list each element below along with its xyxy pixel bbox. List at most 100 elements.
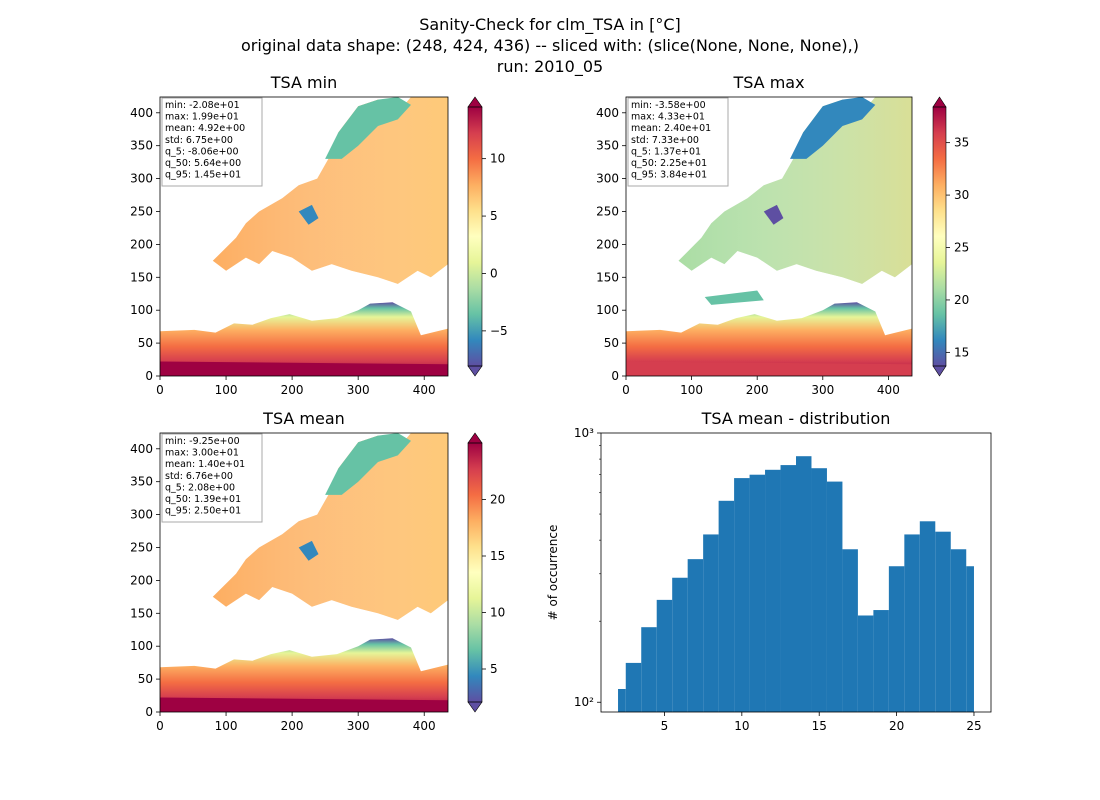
panel-title: TSA mean - distribution — [701, 409, 891, 428]
north-africa-land — [626, 302, 912, 376]
colorbar-tick-label: 5 — [490, 209, 498, 223]
stats-line: min: -3.58e+00 — [631, 100, 706, 111]
y-tick-label: 0 — [611, 369, 619, 383]
alps-region — [763, 204, 784, 225]
stats-box — [161, 433, 263, 523]
x-tick-label: 300 — [347, 719, 370, 733]
axes-frame — [625, 96, 913, 377]
stats-line: max: 4.33e+01 — [631, 112, 705, 123]
histogram-bar — [826, 481, 843, 712]
y-tick-label: 10² — [574, 695, 594, 709]
x-tick-label: 400 — [413, 719, 436, 733]
sahara-south — [160, 697, 448, 712]
colorbar-tick-label: 25 — [954, 241, 969, 255]
colorbar-tick-label: 30 — [954, 188, 969, 202]
stats-line: min: -2.08e+01 — [165, 100, 240, 111]
map-raster — [160, 97, 448, 376]
histogram-panel: TSA mean - distribution 5 10 15 20 25 10² 10³ # … — [546, 409, 992, 733]
axes-frame — [159, 432, 449, 713]
histogram-bar — [904, 534, 920, 712]
histogram-bar — [734, 478, 750, 712]
x-tick-label: 200 — [281, 719, 304, 733]
y-tick-label: 0 — [145, 369, 153, 383]
colorbar-tick-label: 0 — [490, 266, 498, 280]
colorbar-tick-label: 10 — [490, 152, 505, 166]
north-africa-land — [160, 638, 448, 712]
sahara-south — [160, 361, 448, 376]
colorbar-extend-top — [467, 432, 483, 444]
y-tick-label: 350 — [596, 139, 619, 153]
stats-line: mean: 2.40e+01 — [631, 123, 711, 134]
stats-line: std: 6.75e+00 — [165, 135, 233, 146]
x-tick-label: 200 — [746, 383, 769, 397]
scandinavia-land — [325, 97, 411, 159]
y-tick-label: 10³ — [574, 426, 594, 440]
colorbar: 5 10 15 20 — [467, 432, 505, 713]
colorbar: −5 0 5 10 — [467, 96, 508, 377]
colorbar-tick-label: 20 — [954, 293, 969, 307]
colorbar-frame — [932, 106, 947, 367]
colorbar-tick-label: 35 — [954, 136, 969, 150]
histogram-bar — [842, 549, 858, 712]
y-tick-label: 50 — [604, 336, 619, 350]
histogram-bar — [718, 500, 735, 712]
colorbar-tick-label: 20 — [490, 493, 505, 507]
y-tick-label: 250 — [596, 204, 619, 218]
y-tick-label: 0 — [145, 705, 153, 719]
stats-line: q_95: 3.84e+01 — [631, 170, 707, 181]
colorbar-tick-label: 5 — [490, 662, 498, 676]
atlas-region — [704, 290, 764, 305]
scandinavia-land — [790, 97, 876, 159]
europe-east-shade — [212, 97, 448, 284]
histogram-bar — [950, 549, 967, 712]
x-tick-label: 15 — [812, 719, 827, 733]
x-tick-label: 25 — [966, 719, 981, 733]
colorbar-extend-top — [467, 96, 483, 108]
x-tick-label: 300 — [811, 383, 834, 397]
y-tick-label: 200 — [596, 237, 619, 251]
colorbar-frame — [467, 442, 483, 703]
x-tick-label: 400 — [877, 383, 900, 397]
histogram-bar — [672, 577, 688, 712]
stats-line: q_50: 1.39e+01 — [165, 494, 241, 505]
y-tick-label: 300 — [130, 508, 153, 522]
y-tick-label: 250 — [130, 540, 153, 554]
colorbar-extend-top — [932, 96, 947, 108]
stats-line: min: -9.25e+00 — [165, 436, 240, 447]
stats-line: q_50: 5.64e+00 — [165, 158, 241, 169]
scandinavia-land — [325, 433, 411, 495]
colorbar-extend-bottom — [467, 701, 483, 713]
panel-title: TSA max — [732, 73, 804, 92]
histogram-bar — [656, 599, 673, 712]
histogram-bar — [888, 566, 905, 712]
stats-line: max: 3.00e+01 — [165, 448, 239, 459]
histogram-bar — [811, 468, 827, 712]
y-tick-label: 400 — [130, 106, 153, 120]
figure-title-line-1: Sanity-Check for clm_TSA in [°C] — [419, 15, 681, 35]
panel-title: TSA mean — [262, 409, 345, 428]
y-tick-label: 400 — [596, 106, 619, 120]
histogram-bar — [935, 531, 951, 712]
x-tick-label: 0 — [156, 383, 164, 397]
histogram-bar — [873, 610, 889, 712]
stats-line: mean: 1.40e+01 — [165, 459, 245, 470]
x-tick-label: 100 — [215, 719, 238, 733]
figure-title-line-2: original data shape: (248, 424, 436) -- … — [241, 36, 859, 55]
colorbar-gradient — [468, 443, 482, 702]
x-tick-label: 100 — [680, 383, 703, 397]
x-tick-label: 300 — [347, 383, 370, 397]
colorbar-gradient — [933, 107, 946, 366]
colorbar-extend-bottom — [467, 365, 483, 377]
y-axis-label: # of occurrence — [546, 525, 560, 621]
x-tick-label: 20 — [889, 719, 904, 733]
map-panel-3: TSA mean 0 100 200 300 400 0 50 100 150 200 250 300 3… — [130, 409, 505, 733]
colorbar-extend-bottom — [932, 365, 947, 377]
x-tick-label: 200 — [281, 383, 304, 397]
stats-line: q_50: 2.25e+01 — [631, 158, 707, 169]
histogram-bar — [625, 662, 642, 712]
y-tick-label: 250 — [130, 204, 153, 218]
y-tick-label: 350 — [130, 139, 153, 153]
